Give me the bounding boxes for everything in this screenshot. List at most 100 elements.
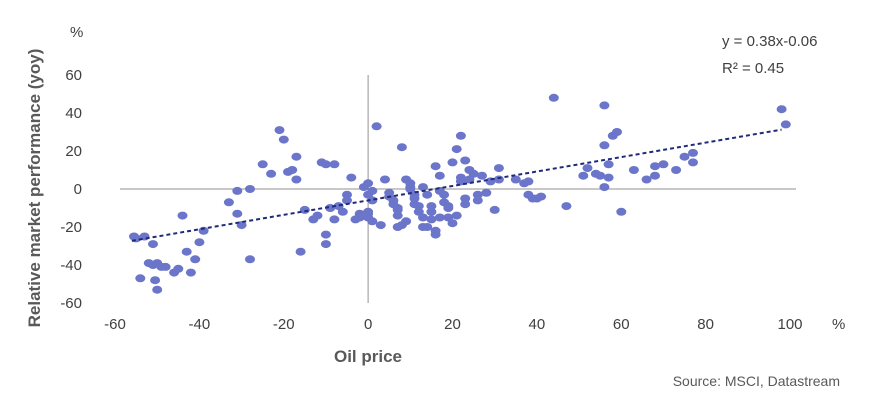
scatter-point xyxy=(329,215,340,224)
scatter-point xyxy=(363,179,374,188)
x-tick-label: -60 xyxy=(104,316,126,333)
scatter-point xyxy=(380,175,390,184)
scatter-point xyxy=(493,175,504,184)
scatter-point xyxy=(650,162,660,171)
scatter-point xyxy=(295,247,306,256)
scatter-point xyxy=(291,175,302,184)
scatter-point xyxy=(679,152,690,161)
scatter-point xyxy=(418,213,428,222)
scatter-point xyxy=(548,93,559,102)
x-tick-label: 20 xyxy=(444,316,461,333)
x-unit-label: % xyxy=(832,316,845,333)
scatter-point xyxy=(320,240,331,249)
scatter-point xyxy=(468,169,479,178)
scatter-point xyxy=(595,171,606,180)
scatter-point xyxy=(578,171,589,180)
scatter-point xyxy=(396,143,407,152)
y-tick-label: 40 xyxy=(65,105,82,122)
x-tick-label: 60 xyxy=(613,316,630,333)
scatter-point xyxy=(409,194,420,203)
scatter-point xyxy=(439,190,450,199)
scatter-point xyxy=(342,190,352,199)
scatter-point xyxy=(493,164,504,173)
scatter-point xyxy=(150,276,161,285)
scatter-point xyxy=(135,274,146,283)
scatter-point xyxy=(392,211,403,220)
x-tick-label: 80 xyxy=(697,316,714,333)
scatter-point xyxy=(599,183,610,192)
scatter-point xyxy=(346,173,357,182)
scatter-point xyxy=(455,131,466,140)
scatter-point xyxy=(536,192,547,201)
scatter-point xyxy=(671,166,682,174)
scatter-point xyxy=(329,160,340,169)
scatter-point xyxy=(363,190,374,199)
scatter-point xyxy=(658,160,669,169)
scatter-point xyxy=(426,202,437,211)
scatter-point xyxy=(426,207,437,216)
y-tick-label: -60 xyxy=(60,295,82,312)
scatter-point xyxy=(190,255,201,264)
scatter-point xyxy=(434,213,445,222)
scatter-point xyxy=(447,219,458,228)
scatter-point xyxy=(434,171,445,180)
scatter-point xyxy=(776,105,787,114)
scatter-point xyxy=(160,262,171,271)
scatter-point xyxy=(616,207,627,216)
x-tick-label: -20 xyxy=(273,316,295,333)
data-points xyxy=(129,93,791,294)
scatter-point xyxy=(287,166,298,174)
scatter-point xyxy=(641,175,652,184)
trendline xyxy=(131,128,782,242)
scatter-point xyxy=(320,160,331,169)
trendline-path xyxy=(131,128,782,242)
scatter-point xyxy=(266,169,277,178)
scatter-point xyxy=(650,171,660,180)
scatter-point xyxy=(177,211,188,220)
scatter-point xyxy=(232,209,243,218)
scatter-point xyxy=(603,173,614,182)
tick-labels: -60 -40 -20 0 20 40 60 80 100 60 40 20 0 -20 -40 -60 xyxy=(60,67,802,333)
scatter-point xyxy=(612,128,622,136)
scatter-point xyxy=(599,141,610,150)
scatter-point xyxy=(430,230,441,239)
equation-annotation: y = 0.38x-0.06 xyxy=(722,33,817,50)
r-squared-annotation: R² = 0.45 xyxy=(722,60,784,77)
scatter-point xyxy=(278,135,289,144)
scatter-point xyxy=(194,238,205,247)
scatter-point xyxy=(422,190,433,199)
scatter-point xyxy=(257,160,268,169)
scatter-point xyxy=(451,211,462,220)
scatter-point xyxy=(489,205,500,214)
scatter-point xyxy=(422,223,433,231)
y-axis-title: Relative market performance (yoy) xyxy=(25,49,44,328)
scatter-point xyxy=(367,217,378,226)
scatter-point xyxy=(430,162,441,171)
scatter-point xyxy=(232,186,243,195)
y-tick-label: 0 xyxy=(74,181,82,198)
scatter-point xyxy=(477,171,487,180)
scatter-point xyxy=(342,196,352,205)
scatter-point xyxy=(371,122,382,131)
scatter-point xyxy=(181,247,192,256)
scatter-point xyxy=(291,152,302,161)
y-tick-label: 20 xyxy=(65,143,82,160)
scatter-point xyxy=(628,166,639,174)
scatter-point xyxy=(173,264,184,273)
y-tick-label: -20 xyxy=(60,219,82,236)
x-axis-title: Oil price xyxy=(334,347,402,366)
scatter-point xyxy=(152,285,163,294)
scatter-point xyxy=(245,255,255,264)
scatter-point xyxy=(599,101,610,110)
y-unit-label: % xyxy=(70,24,83,41)
scatter-point xyxy=(375,221,386,230)
scatter-point xyxy=(510,175,521,184)
source-note: Source: MSCI, Datastream xyxy=(673,373,840,389)
scatter-point xyxy=(418,183,428,192)
scatter-point xyxy=(148,240,158,249)
scatter-point xyxy=(392,205,403,214)
x-tick-label: 100 xyxy=(777,316,802,333)
scatter-point xyxy=(472,196,483,205)
y-tick-label: -40 xyxy=(60,257,82,274)
